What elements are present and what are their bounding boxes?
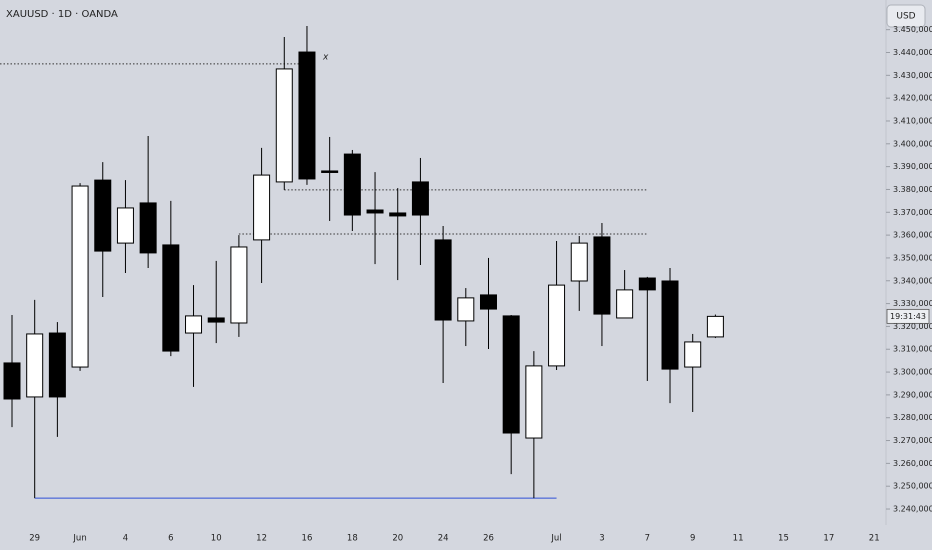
candle-body — [185, 315, 203, 334]
candle-body — [94, 179, 112, 252]
y-tick-label: 3.390,000 — [893, 162, 932, 171]
candle-body — [298, 51, 316, 180]
y-tick-label: 3.370,000 — [893, 208, 932, 217]
candle-body — [502, 315, 520, 434]
y-tick-label: 3.240,000 — [893, 505, 932, 514]
x-tick-label: 17 — [823, 534, 834, 544]
y-tick-label: 3.330,000 — [893, 299, 932, 308]
annotation: x — [322, 52, 329, 62]
candle-body — [593, 236, 611, 315]
candle-body — [162, 244, 180, 352]
candle-body — [616, 289, 634, 319]
y-tick-label: 3.430,000 — [893, 71, 932, 80]
candle-body — [207, 317, 225, 323]
candle-body — [253, 174, 271, 241]
y-tick-label: 3.440,000 — [893, 48, 932, 57]
y-tick-label: 3.260,000 — [893, 459, 932, 468]
x-tick-label: 3 — [599, 534, 604, 544]
candle-body — [434, 239, 452, 321]
x-tick-label: 18 — [347, 534, 358, 544]
chart-title: XAUUSD · 1D · OANDA — [6, 9, 118, 20]
y-tick-label: 3.310,000 — [893, 345, 932, 354]
y-tick-label: 3.280,000 — [893, 413, 932, 422]
y-tick-label: 3.350,000 — [893, 253, 932, 262]
candle-body — [684, 341, 702, 368]
y-tick-label: 3.410,000 — [893, 116, 932, 125]
y-tick-label: 3.360,000 — [893, 231, 932, 240]
x-tick-label: 10 — [211, 534, 222, 544]
candle-body — [411, 181, 429, 216]
y-tick-label: 3.450,000 — [893, 25, 932, 34]
countdown-box — [886, 308, 930, 324]
x-tick-label: Jun — [72, 534, 86, 544]
x-tick-label: 26 — [483, 534, 494, 544]
candle-body — [275, 68, 293, 183]
candle-body — [116, 207, 134, 244]
y-tick-label: 3.340,000 — [893, 276, 932, 285]
x-tick-label: 11 — [733, 534, 744, 544]
candle-body — [48, 332, 66, 398]
x-tick-label: 29 — [29, 534, 40, 544]
y-tick-label: 3.270,000 — [893, 436, 932, 445]
x-tick-label: 24 — [438, 534, 449, 544]
x-tick-label: 20 — [392, 534, 403, 544]
candle-body — [26, 333, 44, 398]
candle-body — [548, 284, 566, 367]
candle-body — [321, 170, 339, 173]
y-tick-label: 3.420,000 — [893, 94, 932, 103]
x-tick-label: 6 — [168, 534, 173, 544]
candle-body — [343, 153, 361, 216]
candle-body — [389, 212, 407, 217]
candle-body — [457, 297, 475, 322]
candle-body — [3, 362, 21, 400]
candle-body — [525, 365, 543, 439]
candle-body — [479, 294, 497, 310]
x-tick-label: 16 — [302, 534, 313, 544]
countdown: 19:31:43 — [890, 312, 926, 321]
candle-body — [570, 242, 588, 282]
currency-label[interactable]: USD — [896, 12, 915, 22]
x-tick-label: 4 — [123, 534, 128, 544]
y-tick-label: 3.290,000 — [893, 390, 932, 399]
x-tick-label: Jul — [550, 534, 561, 544]
candle-body — [366, 209, 384, 214]
y-tick-label: 3.300,000 — [893, 368, 932, 377]
x-tick-label: 21 — [869, 534, 880, 544]
y-tick-label: 3.380,000 — [893, 185, 932, 194]
candle-body — [71, 185, 89, 368]
currency-button[interactable] — [886, 4, 926, 28]
candle-body — [706, 315, 724, 338]
x-tick-label: 12 — [256, 534, 267, 544]
x-tick-label: 15 — [778, 534, 789, 544]
x-tick-label: 9 — [690, 534, 695, 544]
candle-body — [661, 280, 679, 370]
y-tick-label: 3.320,000 — [893, 322, 932, 331]
y-tick-label: 3.400,000 — [893, 139, 932, 148]
x-tick-label: 7 — [645, 534, 650, 544]
y-tick-label: 3.250,000 — [893, 482, 932, 491]
candle-body — [638, 277, 656, 291]
candle-body — [230, 246, 248, 324]
candle-body — [139, 202, 157, 254]
